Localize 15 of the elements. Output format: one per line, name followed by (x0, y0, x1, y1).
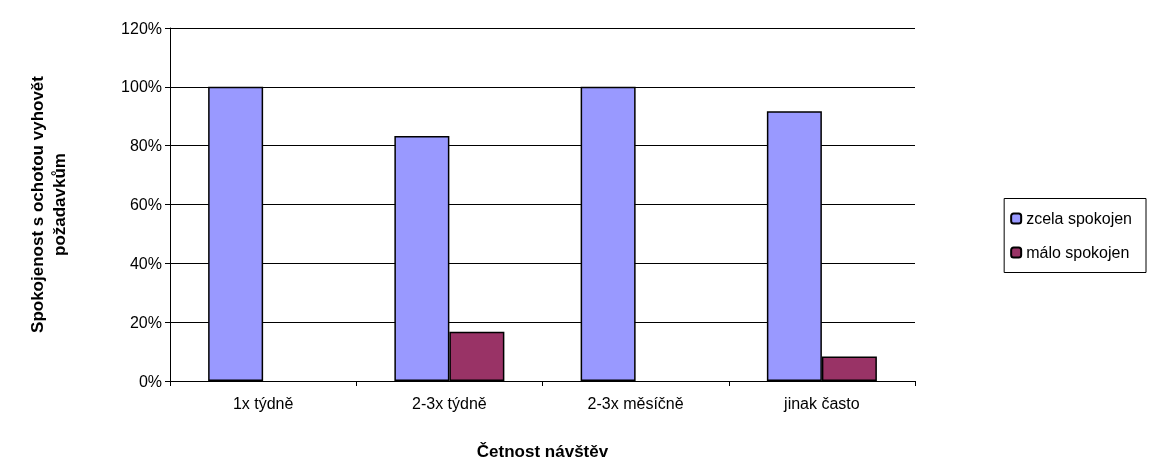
y-tick-label: 60% (129, 196, 162, 213)
y-tick-label: 0% (138, 372, 162, 390)
legend-label: málo spokojen (1026, 244, 1130, 261)
y-tick-label: 40% (129, 254, 162, 272)
x-tick-label: jinak často (783, 394, 860, 412)
x-tick-label: 2-3x měsíčně (587, 394, 684, 412)
x-tick-label: 1x týdně (232, 394, 294, 412)
y-axis-title: Spokojenost s ochotou vyhovět požadavkům (27, 75, 69, 333)
y-tick-label: 120% (121, 19, 162, 37)
x-tick-label: 2-3x týdně (412, 394, 487, 412)
x-axis-title: Četnost návštěv (476, 442, 609, 461)
y-tick-label: 20% (129, 313, 162, 331)
y-tick-label: 100% (121, 78, 162, 96)
y-tick-label: 80% (129, 137, 162, 155)
legend-label: zcela spokojen (1026, 210, 1132, 227)
